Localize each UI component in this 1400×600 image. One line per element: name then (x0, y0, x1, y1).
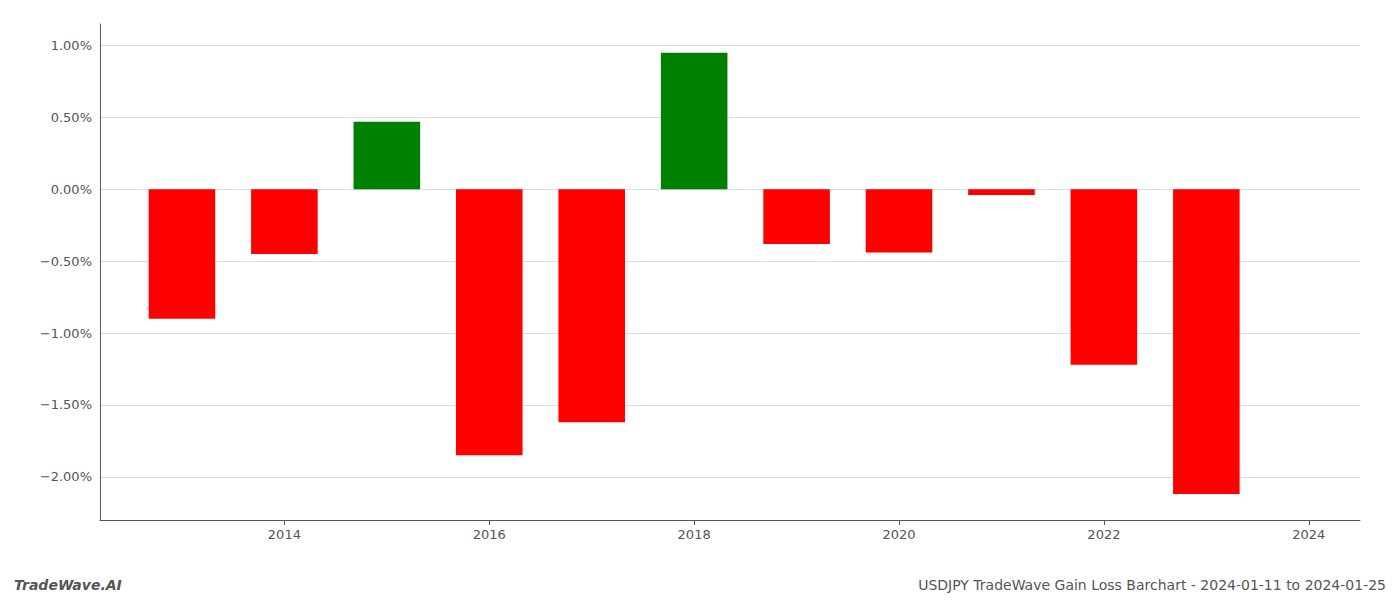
svg-text:−2.00%: −2.00% (40, 469, 92, 484)
svg-text:−1.50%: −1.50% (40, 397, 92, 412)
svg-text:0.50%: 0.50% (51, 110, 92, 125)
svg-text:2024: 2024 (1292, 527, 1325, 542)
svg-text:2018: 2018 (678, 527, 711, 542)
svg-text:USDJPY TradeWave Gain Loss Bar: USDJPY TradeWave Gain Loss Barchart - 20… (918, 577, 1386, 593)
svg-text:−1.00%: −1.00% (40, 326, 92, 341)
svg-text:2014: 2014 (268, 527, 301, 542)
svg-text:−0.50%: −0.50% (40, 254, 92, 269)
svg-text:2016: 2016 (473, 527, 506, 542)
svg-text:2020: 2020 (882, 527, 915, 542)
svg-text:TradeWave.AI: TradeWave.AI (14, 577, 122, 593)
svg-text:0.00%: 0.00% (51, 182, 92, 197)
svg-text:2022: 2022 (1087, 527, 1120, 542)
svg-text:1.00%: 1.00% (51, 38, 92, 53)
